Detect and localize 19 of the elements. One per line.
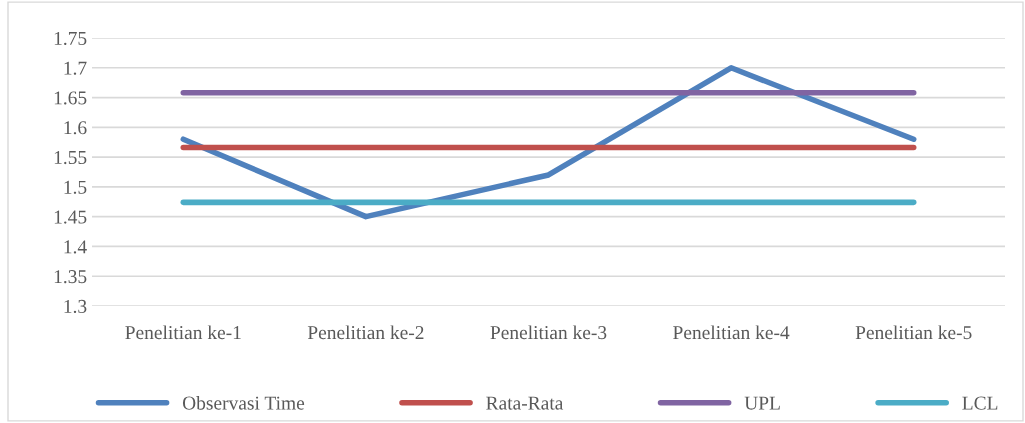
x-tick-label: Penelitian ke-2 [307,325,424,340]
x-tick-label: Penelitian ke-4 [673,325,790,340]
y-tick-label: 1.55 [54,151,87,165]
legend-label: Rata-Rata [486,396,564,410]
x-tick-label: Penelitian ke-3 [490,325,607,340]
y-tick-label: 1.5 [64,180,87,194]
y-tick-label: 1.6 [64,121,87,135]
y-tick-label: 1.65 [54,91,87,105]
y-tick-label: 1.4 [64,240,87,254]
legend-label: Observasi Time [182,395,305,410]
y-tick-label: 1.75 [54,31,87,46]
legend-label: UPL [744,396,780,410]
x-tick-label: Penelitian ke-1 [125,325,241,340]
y-tick-label: 1.35 [54,270,87,284]
x-tick-label: Penelitian ke-5 [855,325,972,340]
y-tick-label: 1.45 [54,210,87,224]
y-tick-label: 1.3 [64,299,87,314]
legend-label: LCL [962,396,998,410]
y-tick-label: 1.7 [64,61,87,75]
